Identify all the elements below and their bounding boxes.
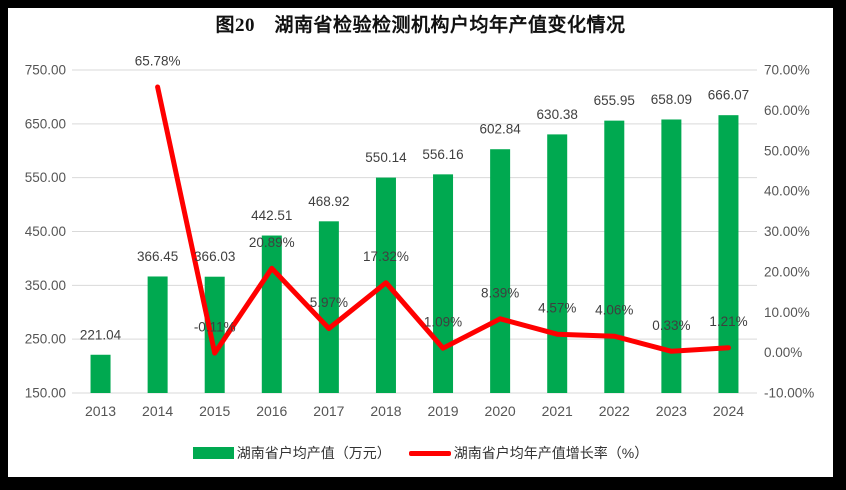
left-axis-tick: 550.00 — [25, 170, 66, 185]
left-axis-tick: 250.00 — [25, 332, 66, 347]
right-axis-tick: 40.00% — [764, 184, 810, 199]
right-axis-tick: 0.00% — [764, 345, 802, 360]
line-label-2016: 20.89% — [249, 235, 295, 250]
left-axis-tick: 750.00 — [25, 63, 66, 78]
bar-2019 — [433, 174, 454, 393]
legend-label-line-series: 湖南省户均年产值增长率（%） — [453, 445, 649, 461]
bar-label-2020: 602.84 — [479, 122, 521, 137]
line-label-2015: -0.11% — [194, 320, 236, 335]
left-axis-tick: 450.00 — [25, 224, 66, 239]
x-axis-label-2015: 2015 — [199, 403, 230, 419]
line-label-2024: 1.21% — [709, 314, 747, 329]
legend-label-bar-series: 湖南省户均产值（万元） — [236, 445, 391, 461]
bar-label-2023: 658.09 — [651, 92, 692, 107]
bar-label-2022: 655.95 — [594, 93, 635, 108]
right-axis-tick: -10.00% — [764, 386, 814, 401]
bar-2022 — [604, 120, 625, 393]
bar-label-2014: 366.45 — [137, 249, 178, 264]
bar-2016 — [261, 235, 282, 393]
right-axis-tick: 10.00% — [764, 305, 810, 320]
x-axis-label-2018: 2018 — [370, 403, 401, 419]
bar-2021 — [547, 134, 568, 393]
line-label-2022: 4.06% — [595, 303, 633, 318]
x-axis-label-2021: 2021 — [542, 403, 573, 419]
x-axis-label-2017: 2017 — [313, 403, 344, 419]
x-axis-label-2022: 2022 — [599, 403, 630, 419]
bar-2023 — [661, 119, 682, 394]
left-axis-tick: 350.00 — [25, 278, 66, 293]
bar-label-2016: 442.51 — [251, 208, 292, 223]
bar-2013 — [90, 354, 111, 393]
left-axis-tick: 650.00 — [25, 116, 66, 131]
left-axis-tick: 150.00 — [25, 386, 66, 401]
bar-2024 — [718, 115, 739, 394]
right-axis-tick: 30.00% — [764, 224, 810, 239]
right-axis-tick: 60.00% — [764, 103, 810, 118]
right-axis-tick: 20.00% — [764, 264, 810, 279]
x-axis-label-2023: 2023 — [656, 403, 687, 419]
x-axis-label-2014: 2014 — [142, 403, 173, 419]
bar-2020 — [490, 149, 511, 393]
x-axis-label-2016: 2016 — [256, 403, 287, 419]
bar-2015 — [204, 276, 225, 393]
right-axis-tick: 50.00% — [764, 143, 810, 158]
line-label-2019: 1.09% — [424, 315, 462, 330]
bar-2014 — [147, 276, 168, 393]
right-axis-tick: 70.00% — [764, 63, 810, 78]
bar-2017 — [318, 221, 339, 393]
chart-canvas — [8, 8, 833, 477]
bar-label-2019: 556.16 — [422, 147, 463, 162]
x-axis-label-2024: 2024 — [713, 403, 744, 419]
line-label-2021: 4.57% — [538, 301, 576, 316]
line-label-2014: 65.78% — [135, 54, 181, 69]
bar-label-2015: 366.03 — [194, 249, 235, 264]
legend-item-bar-series: 湖南省户均产值（万元） — [192, 443, 391, 463]
x-axis-label-2020: 2020 — [485, 403, 516, 419]
legend-item-line-series: 湖南省户均年产值增长率（%） — [408, 443, 649, 463]
line-series-swatch-icon — [408, 450, 451, 456]
bar-series-swatch-icon — [192, 447, 234, 459]
line-label-2023: 0.33% — [652, 318, 690, 333]
bar-label-2024: 666.07 — [708, 88, 749, 103]
line-label-2020: 8.39% — [481, 285, 519, 300]
line-label-2018: 17.32% — [363, 249, 409, 264]
x-axis-label-2019: 2019 — [427, 403, 458, 419]
growth-rate-line — [155, 84, 731, 356]
bar-label-2018: 550.14 — [365, 150, 407, 165]
legend: 湖南省户均产值（万元） 湖南省户均年产值增长率（%） — [8, 441, 833, 465]
x-axis-label-2013: 2013 — [85, 403, 116, 419]
bar-label-2017: 468.92 — [308, 194, 349, 209]
bar-label-2013: 221.04 — [80, 327, 122, 342]
bar-label-2021: 630.38 — [537, 107, 578, 122]
chart-title: 图20 湖南省检验检测机构户均年产值变化情况 — [215, 15, 626, 36]
line-label-2017: 5.97% — [310, 295, 348, 310]
